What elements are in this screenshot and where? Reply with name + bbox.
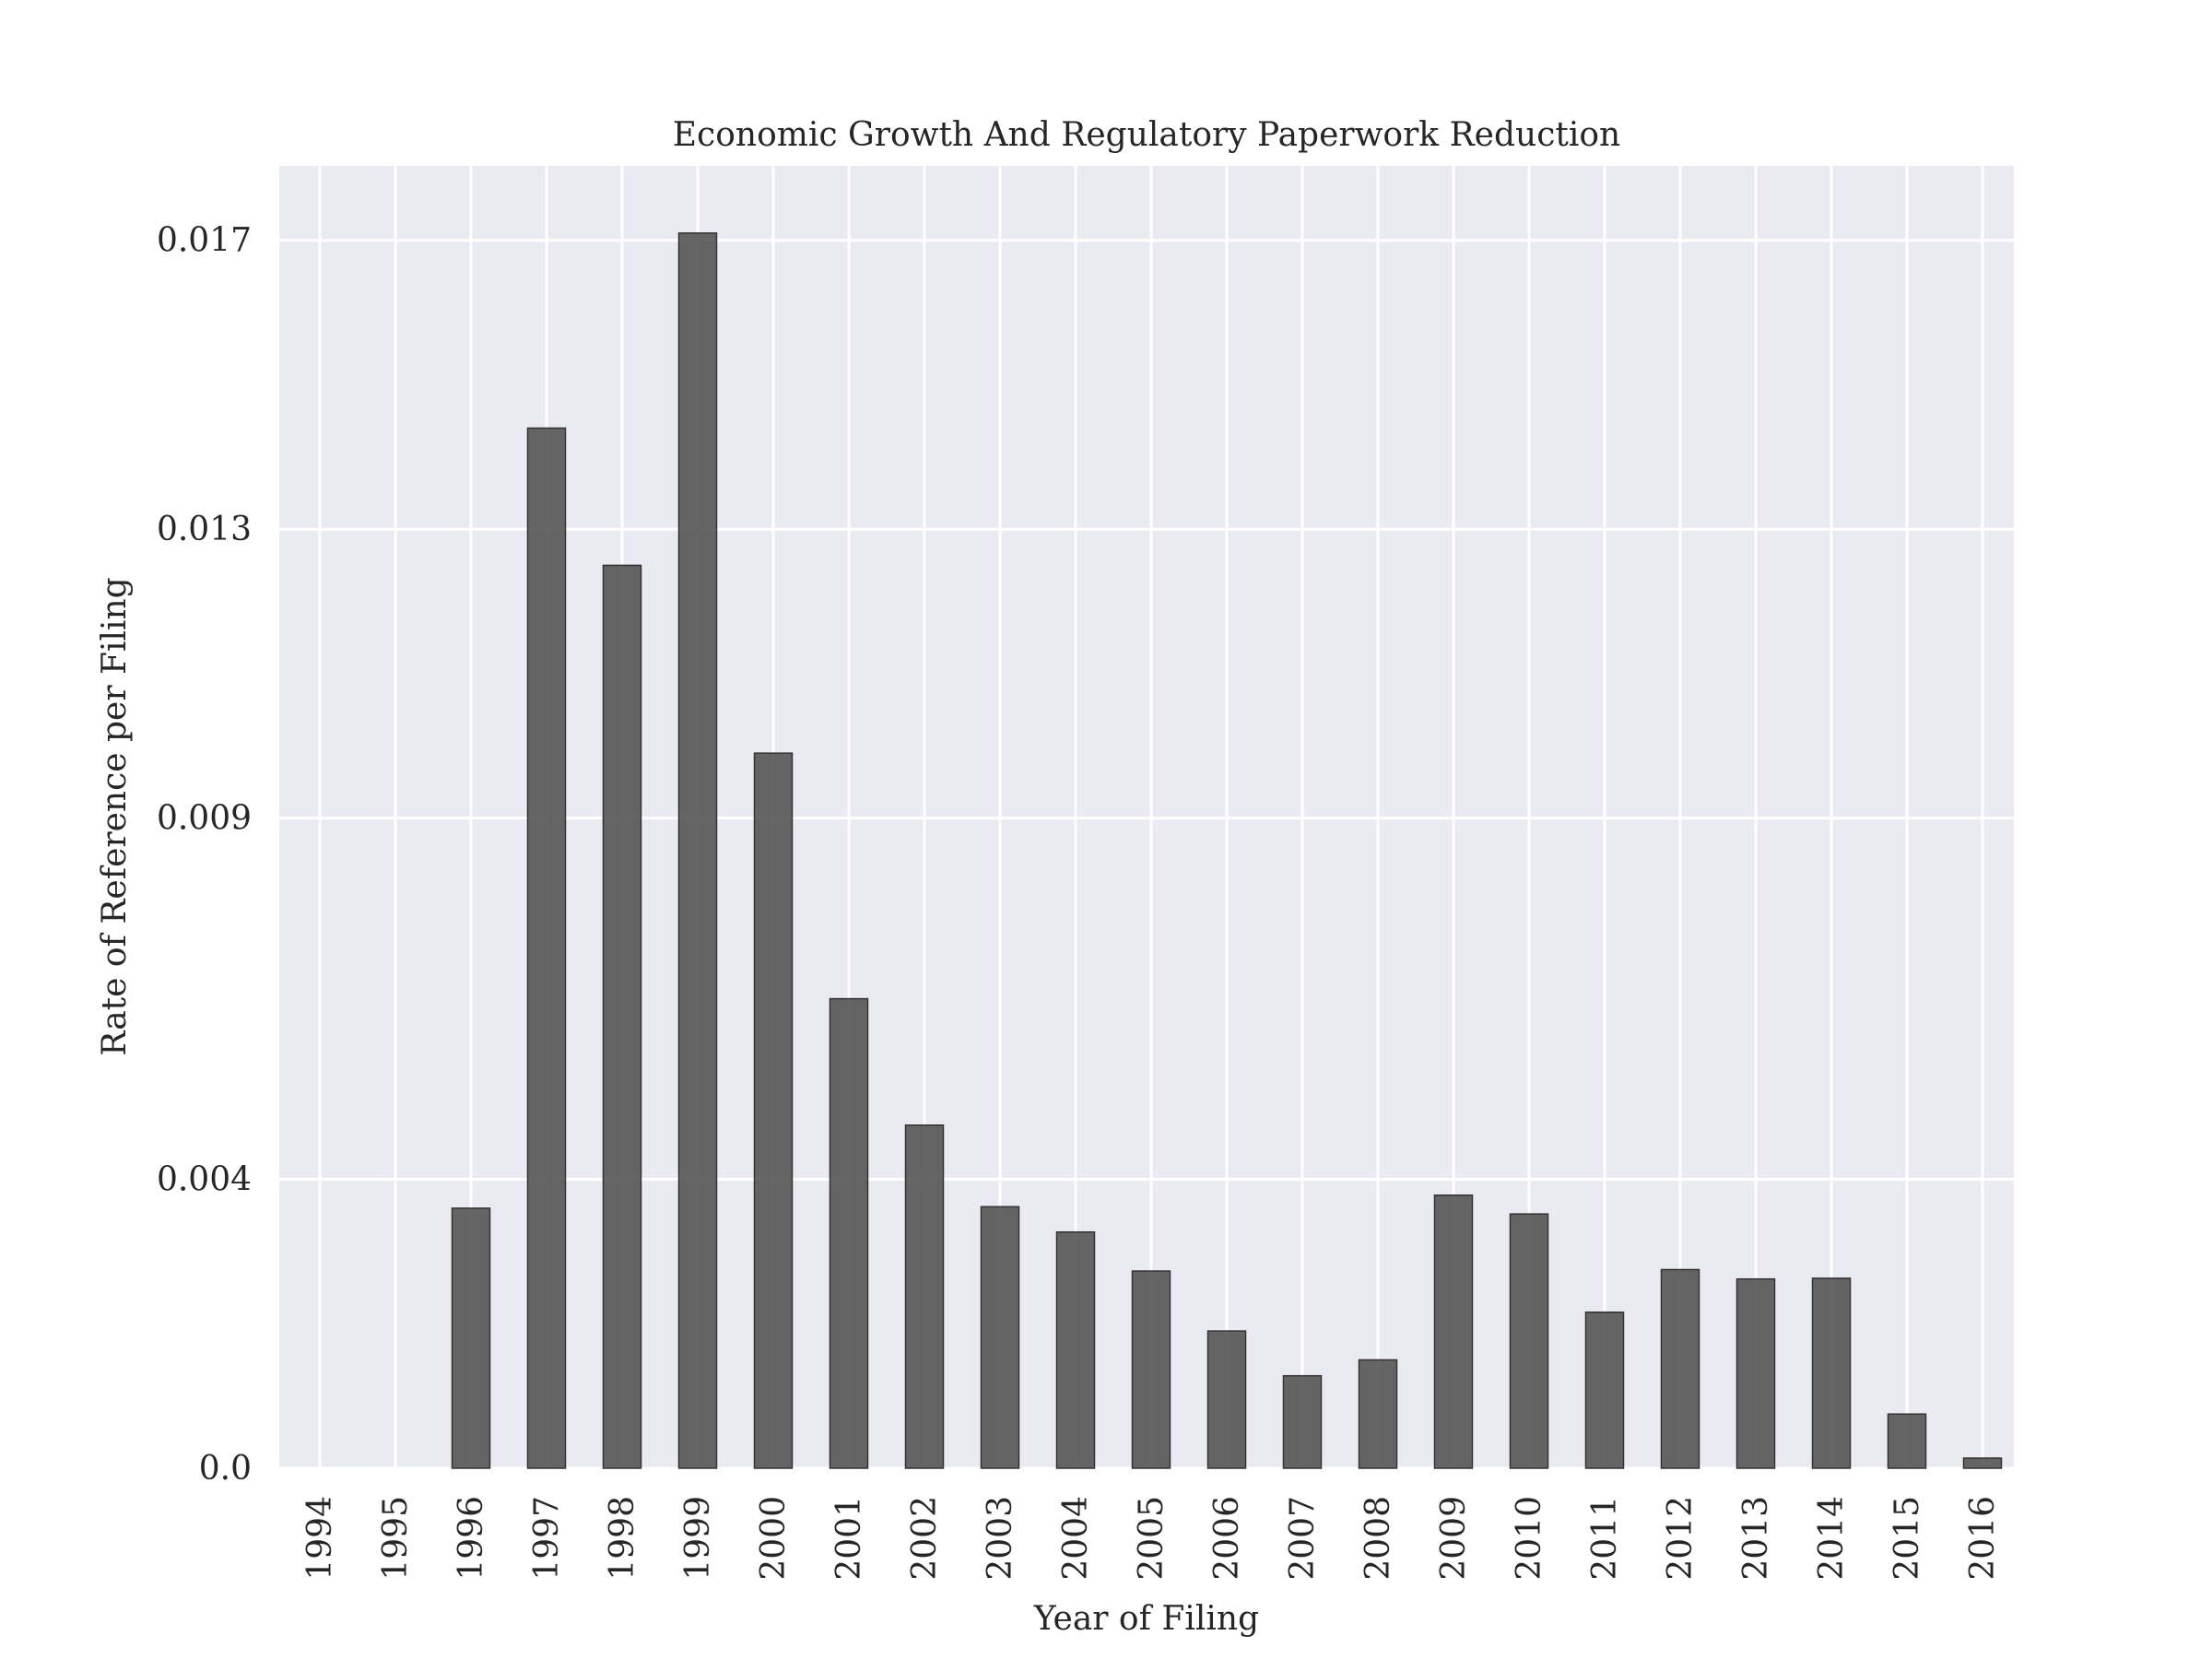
x-tick-label: 2000 (755, 1496, 793, 1581)
bar-2003 (980, 1206, 1020, 1469)
x-tick-label: 2001 (830, 1496, 868, 1581)
x-tick-label: 2010 (1511, 1496, 1548, 1581)
y-tick-label: 0.009 (157, 800, 252, 838)
x-tick-label: 2002 (906, 1496, 944, 1581)
x-tick-label: 2004 (1057, 1496, 1095, 1581)
chart-title: Economic Growth And Regulatory Paperwork… (673, 116, 1620, 154)
y-axis-label: Rate of Reference per Filing (96, 577, 134, 1055)
bar-2002 (904, 1124, 945, 1469)
x-tick-label: 1994 (301, 1496, 339, 1581)
x-tick-label: 1998 (604, 1496, 641, 1581)
y-tick-labels: 0.0 0.004 0.009 0.013 0.017 (157, 222, 252, 1488)
bar-1996 (451, 1207, 491, 1469)
bar-2012 (1660, 1268, 1700, 1469)
x-tick-label: 2006 (1208, 1496, 1246, 1581)
bar-2013 (1735, 1277, 1776, 1469)
bar-1998 (602, 564, 642, 1469)
x-tick-label: 2015 (1888, 1496, 1926, 1581)
bar-1997 (526, 427, 567, 1469)
bar-2014 (1811, 1277, 1852, 1469)
bar-2016 (1962, 1457, 2003, 1469)
y-tick-label: 0.0 (199, 1450, 252, 1488)
bar-2009 (1433, 1194, 1474, 1469)
x-tick-label: 2012 (1662, 1496, 1700, 1581)
bar-1999 (677, 232, 718, 1469)
bar-2005 (1131, 1270, 1171, 1469)
x-tick-label: 2008 (1359, 1496, 1397, 1581)
bar-2015 (1887, 1413, 1927, 1469)
x-axis-label: Year of Filing (1033, 1600, 1259, 1638)
bar-2011 (1584, 1311, 1625, 1469)
x-tick-label: 2014 (1813, 1496, 1851, 1581)
x-tick-label: 2005 (1133, 1496, 1171, 1581)
x-tick-label: 2013 (1737, 1496, 1775, 1581)
bar-2001 (829, 997, 869, 1469)
bar-2004 (1055, 1230, 1096, 1469)
bar-2000 (753, 752, 794, 1469)
x-tick-label: 2016 (1964, 1496, 2002, 1581)
x-tick-label: 1995 (377, 1496, 415, 1581)
x-tick-label: 2003 (982, 1496, 1019, 1581)
x-tick-label: 1999 (679, 1496, 717, 1581)
x-tick-label: 1996 (453, 1496, 490, 1581)
bar-2007 (1282, 1374, 1323, 1469)
y-tick-label: 0.004 (157, 1161, 252, 1199)
y-tick-label: 0.013 (157, 511, 252, 548)
bar-2006 (1206, 1330, 1247, 1469)
x-tick-labels: 1994 1995 1996 1997 1998 1999 2000 2001 2002 2003… (301, 1496, 2002, 1581)
x-tick-label: 2009 (1435, 1496, 1473, 1581)
x-tick-label: 2011 (1586, 1496, 1624, 1581)
bar-2010 (1509, 1213, 1549, 1469)
bars (451, 232, 2003, 1469)
x-tick-label: 1997 (528, 1496, 566, 1581)
bar-2008 (1358, 1359, 1398, 1469)
x-tick-label: 2007 (1284, 1496, 1322, 1581)
y-tick-label: 0.017 (157, 222, 252, 260)
